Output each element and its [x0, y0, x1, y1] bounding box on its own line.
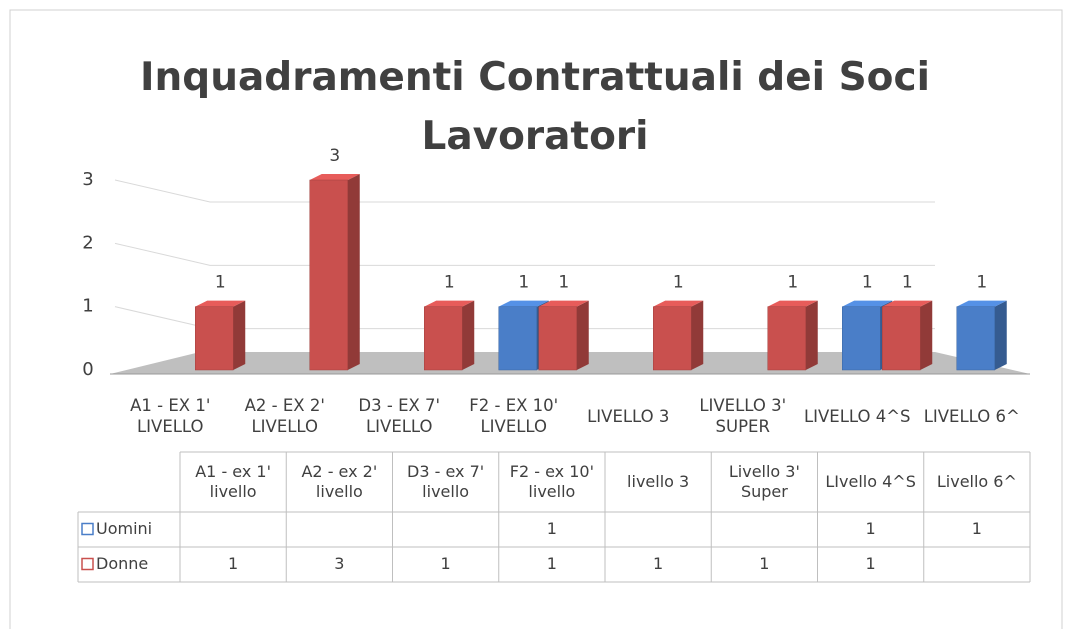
table-header-box: A1 - ex 1' livello: [195, 462, 271, 501]
table-header: livello 3: [627, 472, 690, 491]
bar-side: [347, 174, 360, 370]
data-label: 1: [862, 273, 873, 293]
table-header: F2 - ex 10' livello: [509, 462, 594, 501]
bar-side: [805, 300, 818, 370]
x-tick-label-box: F2 - EX 10' LIVELLO: [469, 396, 559, 436]
bar: [882, 306, 921, 371]
title-box: Inquadramenti Contrattuali dei Soci Lavo…: [140, 55, 930, 159]
legend-swatch: [81, 557, 94, 571]
table-header: A2 - ex 2' livello: [301, 462, 378, 501]
table-header: LIvello 4^S: [825, 472, 916, 491]
table-header: Livello 3' Super: [728, 462, 800, 501]
data-label: 3: [329, 146, 340, 166]
bar: [956, 306, 995, 371]
legend-label: Donne: [96, 554, 148, 573]
bar-top: [956, 300, 1007, 307]
data-label: 1: [444, 273, 455, 293]
table-header: A1 - ex 1' livello: [195, 462, 271, 501]
y-tick-label: 0: [82, 359, 93, 380]
x-tick-label-box: A2 - EX 2' LIVELLO: [244, 396, 325, 436]
x-tick-label: A2 - EX 2' LIVELLO: [244, 396, 325, 436]
table-cell: 1: [441, 554, 451, 573]
table-cell: 1: [866, 554, 876, 573]
bar: [498, 306, 537, 371]
bar-top: [882, 300, 933, 307]
legend-swatch: [81, 522, 94, 536]
y-tick-label: 3: [82, 169, 93, 190]
bar: [195, 306, 234, 371]
bar-top: [842, 300, 893, 307]
table-cell: 1: [547, 554, 557, 573]
y-tick-label: 2: [82, 232, 93, 253]
x-tick-label-box: LIVELLO 3' SUPER: [699, 396, 787, 436]
bar-side: [233, 300, 246, 370]
table-cell: 3: [334, 554, 344, 573]
x-tick-label: F2 - EX 10' LIVELLO: [469, 396, 559, 436]
grid-line: [114, 242, 935, 266]
bar-side: [462, 300, 475, 370]
y-tick-label: 1: [82, 296, 93, 317]
bar-top: [498, 300, 549, 307]
table-header-box: LIvello 4^S: [825, 472, 916, 491]
data-label: 1: [518, 273, 529, 293]
table-header-box: A2 - ex 2' livello: [301, 462, 378, 501]
bar-side: [920, 300, 933, 370]
bar: [653, 306, 692, 371]
x-tick-label-box: A1 - EX 1' LIVELLO: [130, 396, 211, 436]
data-label: 1: [215, 273, 226, 293]
x-tick-label-box: D3 - EX 7' LIVELLO: [358, 396, 441, 436]
bar: [309, 179, 348, 371]
x-tick-label: LIVELLO 6^: [923, 406, 1020, 426]
data-label: 1: [976, 273, 987, 293]
bar-side: [691, 300, 704, 370]
x-tick-label: LIVELLO 3: [587, 406, 670, 426]
legend-label: Uomini: [96, 519, 152, 538]
table-cell: 1: [866, 519, 876, 538]
bar: [538, 306, 577, 371]
data-label: 1: [558, 273, 569, 293]
grid-line: [114, 179, 935, 203]
table-header-box: Livello 6^: [936, 472, 1017, 491]
table-header-box: D3 - ex 7' livello: [407, 462, 485, 501]
table-cell: 1: [972, 519, 982, 538]
bar-side: [576, 300, 589, 370]
data-label: 1: [902, 273, 913, 293]
x-tick-label-box: LIVELLO 6^: [923, 406, 1020, 426]
table-header-box: F2 - ex 10' livello: [509, 462, 594, 501]
table-cell: 1: [547, 519, 557, 538]
bar-top: [195, 300, 246, 307]
data-label: 1: [787, 273, 798, 293]
table-cell: 1: [759, 554, 769, 573]
table-header: Livello 6^: [936, 472, 1017, 491]
bar-top: [538, 300, 589, 307]
x-tick-label: LIVELLO 4^S: [803, 406, 911, 426]
x-tick-label-box: LIVELLO 4^S: [803, 406, 911, 426]
data-label: 1: [673, 273, 684, 293]
bar-top: [309, 174, 360, 180]
bar: [767, 306, 806, 371]
table-header-box: livello 3: [627, 472, 690, 491]
x-tick-label: D3 - EX 7' LIVELLO: [358, 396, 441, 436]
bar-top: [767, 300, 818, 307]
x-tick-label: LIVELLO 3' SUPER: [699, 396, 787, 436]
chart-title: Inquadramenti Contrattuali dei Soci Lavo…: [140, 55, 930, 159]
x-tick-label-box: LIVELLO 3: [587, 406, 670, 426]
table-cell: 1: [653, 554, 663, 573]
bar: [424, 306, 463, 371]
bar-side: [994, 300, 1007, 370]
bar-top: [653, 300, 704, 307]
table-header-box: Livello 3' Super: [728, 462, 800, 501]
table-cell: 1: [228, 554, 238, 573]
bar-top: [424, 300, 475, 307]
bar: [842, 306, 881, 371]
table-header: D3 - ex 7' livello: [407, 462, 485, 501]
x-tick-label: A1 - EX 1' LIVELLO: [130, 396, 211, 436]
